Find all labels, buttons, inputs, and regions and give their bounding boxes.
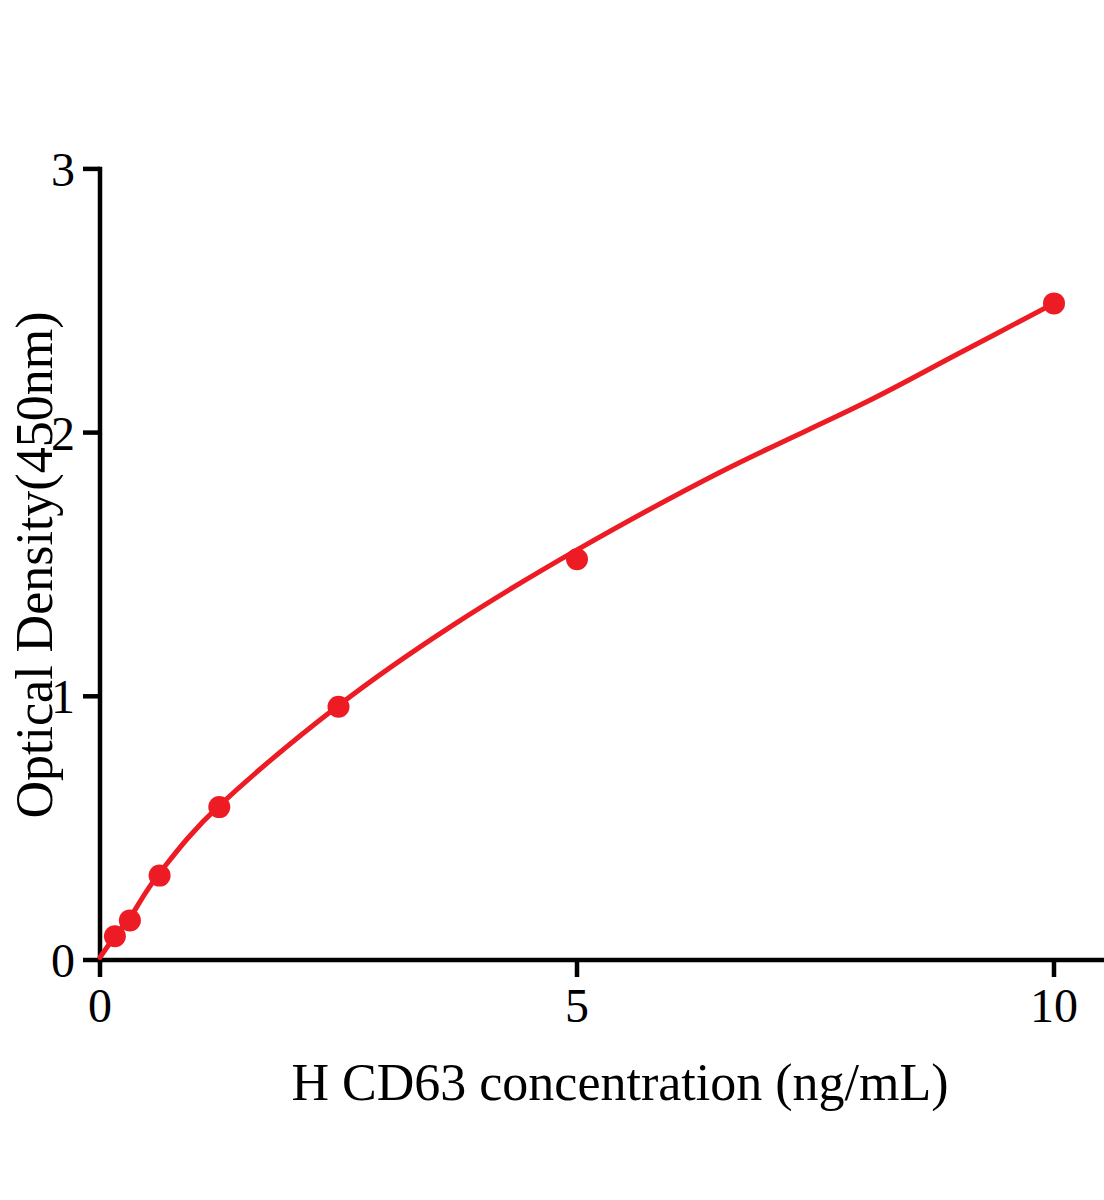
x-axis-tick-label: 5 [565, 979, 589, 1032]
chart-canvas: 01230510H CD63 concentration (ng/mL)Opti… [0, 0, 1104, 1200]
x-axis-tick-label: 0 [88, 979, 112, 1032]
x-axis-tick-label: 10 [1030, 979, 1078, 1032]
x-axis-title: H CD63 concentration (ng/mL) [291, 1054, 948, 1112]
data-point [149, 865, 171, 887]
data-point [119, 909, 141, 931]
fit-curve [100, 303, 1054, 957]
data-point [208, 796, 230, 818]
elisa-standard-curve-figure: 01230510H CD63 concentration (ng/mL)Opti… [0, 0, 1104, 1200]
y-axis-tick-label: 0 [51, 934, 75, 987]
data-point [1043, 292, 1065, 314]
data-point [328, 696, 350, 718]
y-axis-tick-label: 3 [51, 143, 75, 196]
data-point [566, 548, 588, 570]
y-axis-title: Optical Density(450nm) [6, 312, 64, 819]
